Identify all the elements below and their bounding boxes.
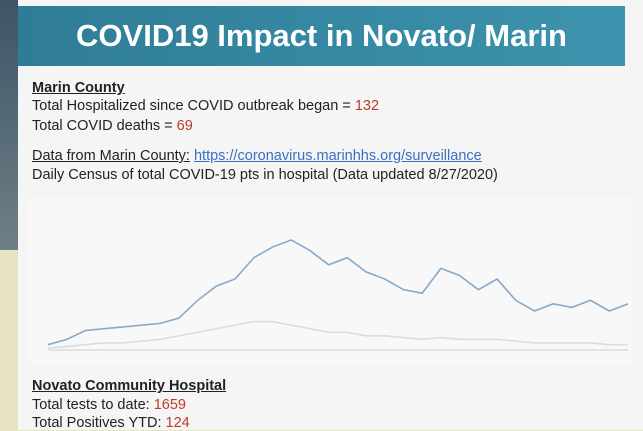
section-heading: Novato Community Hospital [32,378,226,394]
stat-line: Total Positives YTD: 124 [32,415,190,431]
slide-body: Marin County Total Hospitalized since CO… [18,0,643,430]
stat-line: Total tests to date: 1659 [32,397,186,413]
chart-caption: Daily Census of total COVID-19 pts in ho… [32,167,498,183]
source-line: Data from Marin County: https://coronavi… [32,148,482,164]
section-heading: Marin County [32,80,125,96]
chart-background [28,198,633,363]
page: {"header": {"title": "COVID19 Impact in … [0,0,643,430]
label: Total tests to date: [32,397,150,413]
label: Data from Marin County: [32,148,190,164]
value: 69 [177,118,193,134]
value: 1659 [154,397,186,413]
label: Total COVID deaths = [32,118,173,134]
stat-line: Total Hospitalized since COVID outbreak … [32,98,379,114]
value: 132 [355,98,379,114]
label: Total Hospitalized since COVID outbreak … [32,98,351,114]
stat-line: Total COVID deaths = 69 [32,118,193,134]
label: Total Positives YTD: [32,415,161,431]
value: 124 [166,415,190,431]
census-chart [28,198,633,363]
link[interactable]: https://coronavirus.marinhhs.org/surveil… [194,148,482,164]
